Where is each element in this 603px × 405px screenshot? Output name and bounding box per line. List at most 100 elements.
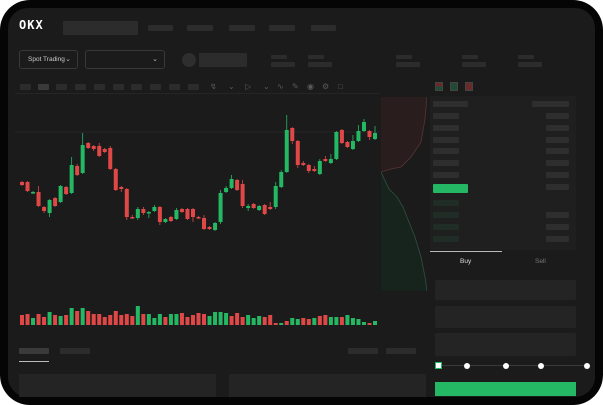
candle-body bbox=[246, 206, 251, 208]
slider-step[interactable] bbox=[584, 363, 590, 369]
book-asks-icon[interactable] bbox=[465, 82, 473, 91]
volume-bar bbox=[279, 323, 284, 325]
timeframe-button[interactable] bbox=[75, 84, 86, 90]
volume-bar bbox=[323, 315, 328, 325]
volume-bar bbox=[213, 312, 218, 325]
nav-item[interactable] bbox=[311, 25, 336, 31]
candle-body bbox=[317, 161, 322, 174]
orders-panel bbox=[19, 374, 216, 397]
slider-step[interactable] bbox=[503, 363, 509, 369]
volume-bar bbox=[42, 317, 47, 325]
tab-sell[interactable]: Sell bbox=[535, 258, 546, 265]
depth-chart bbox=[381, 97, 427, 291]
slider-handle[interactable] bbox=[435, 362, 442, 369]
filter-button[interactable] bbox=[348, 348, 378, 354]
indicator-icon[interactable]: ▷ bbox=[245, 82, 252, 91]
nav-item[interactable] bbox=[269, 25, 295, 31]
candle-body bbox=[80, 145, 85, 173]
tab-buy[interactable]: Buy bbox=[460, 258, 472, 265]
volume-bar bbox=[284, 321, 289, 325]
slider-step[interactable] bbox=[464, 363, 470, 369]
ask-price bbox=[433, 148, 459, 154]
camera-icon[interactable]: ◉ bbox=[307, 82, 314, 91]
volume-bar bbox=[141, 314, 146, 325]
tab-orders[interactable] bbox=[19, 348, 49, 354]
ask-amount bbox=[546, 148, 569, 154]
volume-bar bbox=[64, 315, 69, 325]
stat-value bbox=[518, 62, 542, 67]
slider-track[interactable] bbox=[438, 365, 588, 366]
volume-bar bbox=[224, 313, 229, 325]
volume-bar bbox=[235, 313, 240, 325]
candle-body bbox=[273, 186, 278, 207]
timeframe-button[interactable] bbox=[188, 84, 199, 90]
last-price bbox=[433, 184, 468, 193]
volume-bar bbox=[246, 315, 251, 325]
volume-bar bbox=[301, 318, 306, 325]
okx-logo[interactable]: OKX bbox=[19, 18, 44, 32]
candle-body bbox=[86, 143, 91, 148]
candle-body bbox=[240, 184, 245, 206]
candle-body bbox=[350, 141, 355, 149]
draw-tool-icon[interactable]: ✎ bbox=[292, 82, 299, 91]
candle-type-icon[interactable]: ↯ bbox=[210, 82, 217, 91]
mode-select[interactable]: Spot Trading ⌄ bbox=[19, 50, 78, 69]
search-bar[interactable] bbox=[63, 21, 138, 35]
mode-select-label: Spot Trading bbox=[28, 56, 65, 63]
stat-value bbox=[396, 62, 420, 67]
filter-button[interactable] bbox=[386, 348, 416, 354]
buy-button[interactable] bbox=[435, 382, 576, 396]
book-bids-icon[interactable] bbox=[450, 82, 458, 91]
bid-price bbox=[433, 224, 459, 230]
timeframe-button[interactable] bbox=[169, 84, 180, 90]
timeframe-button[interactable] bbox=[150, 84, 161, 90]
chevron-down-icon[interactable]: ⌄ bbox=[228, 82, 235, 91]
volume-bar bbox=[345, 315, 350, 325]
volume-bar bbox=[135, 306, 140, 325]
candle-body bbox=[207, 227, 212, 229]
timeframe-button[interactable] bbox=[38, 84, 49, 90]
volume-bar bbox=[108, 315, 113, 325]
chevron-down-icon: ⌄ bbox=[65, 56, 71, 63]
fullscreen-icon[interactable]: □ bbox=[338, 82, 343, 91]
stat-label bbox=[518, 55, 534, 59]
timeframe-button[interactable] bbox=[113, 84, 124, 90]
depth-asks-area bbox=[381, 97, 427, 172]
candle-body bbox=[102, 149, 107, 152]
volume-bar bbox=[240, 317, 245, 325]
nav-item[interactable] bbox=[187, 25, 213, 31]
line-tool-icon[interactable]: ∿ bbox=[277, 82, 284, 91]
volume-bar bbox=[75, 311, 80, 325]
amount-input[interactable] bbox=[435, 306, 576, 328]
nav-item[interactable] bbox=[148, 25, 173, 31]
stat-value bbox=[308, 62, 332, 67]
price-input[interactable] bbox=[435, 280, 576, 300]
timeframe-button[interactable] bbox=[20, 84, 31, 90]
volume-bar bbox=[367, 323, 372, 325]
nav-item[interactable] bbox=[229, 25, 255, 31]
volume-bar bbox=[31, 318, 36, 325]
timeframe-button[interactable] bbox=[131, 84, 142, 90]
ask-price bbox=[433, 137, 459, 143]
candle-body bbox=[179, 209, 184, 212]
candle-body bbox=[152, 207, 157, 211]
candle-body bbox=[312, 169, 317, 171]
tab-history[interactable] bbox=[60, 348, 90, 354]
divider bbox=[15, 93, 380, 94]
volume-bar bbox=[152, 318, 157, 325]
volume-bar bbox=[262, 317, 267, 325]
timeframe-button[interactable] bbox=[56, 84, 67, 90]
settings-icon[interactable]: ⚙ bbox=[322, 82, 330, 91]
chevron-down-icon[interactable]: ⌄ bbox=[263, 82, 270, 91]
slider-step[interactable] bbox=[538, 363, 544, 369]
depth-bids-area bbox=[381, 172, 427, 291]
volume-bar bbox=[196, 313, 201, 325]
timeframe-button[interactable] bbox=[94, 84, 105, 90]
volume-bar bbox=[328, 317, 333, 325]
pair-select[interactable]: ⌄ bbox=[85, 50, 165, 69]
total-input[interactable] bbox=[435, 333, 576, 356]
book-both-icon[interactable] bbox=[435, 82, 443, 91]
candle-body bbox=[290, 128, 295, 141]
candle-body bbox=[328, 159, 333, 163]
